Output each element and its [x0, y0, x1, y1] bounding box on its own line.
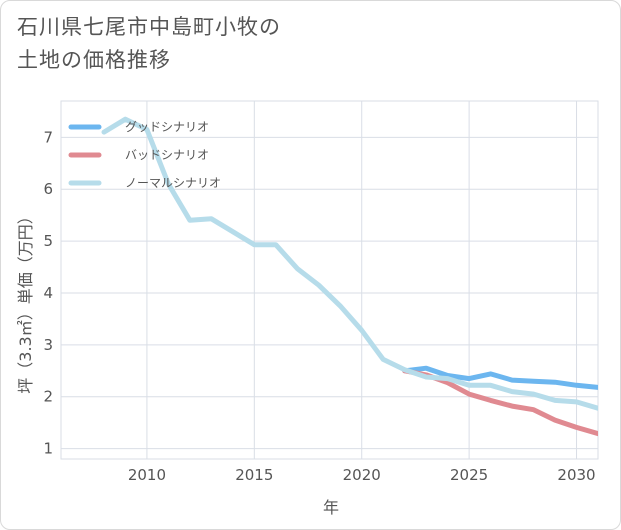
x-axis-label: 年 [323, 498, 339, 517]
legend-label: バッドシナリオ [125, 148, 209, 162]
grid-lines [61, 101, 598, 459]
chart-title: 石川県七尾市中島町小牧の 土地の価格推移 [17, 11, 281, 77]
y-tick-label: 7 [43, 128, 53, 146]
plot-area [60, 100, 599, 460]
chart-title-line-2: 土地の価格推移 [17, 48, 171, 72]
chart-title-line-1: 石川県七尾市中島町小牧の [17, 15, 281, 39]
y-tick-label: 4 [43, 284, 53, 302]
y-axis-label: 坪（3.3㎡）単価（万円） [16, 208, 35, 393]
series-line-3 [101, 116, 598, 411]
y-tick-label: 3 [43, 336, 53, 354]
y-tick-label: 6 [43, 180, 53, 198]
x-tick-label: 2030 [557, 466, 595, 484]
y-tick-label: 2 [43, 388, 53, 406]
x-tick-label: 2025 [450, 466, 488, 484]
series-line-1 [402, 365, 598, 390]
legend-label: グッドシナリオ [125, 120, 209, 134]
x-tick-label: 2020 [343, 466, 381, 484]
x-tick-label: 2015 [235, 466, 273, 484]
x-tick-label: 2010 [128, 466, 166, 484]
tick-labels: 2010 2015 2020 2025 2030 1 2 3 4 5 6 7 [43, 128, 595, 484]
y-tick-label: 5 [43, 232, 53, 250]
legend-label: ノーマルシナリオ [125, 176, 221, 190]
series-layer [101, 116, 598, 437]
y-tick-label: 1 [43, 440, 53, 458]
